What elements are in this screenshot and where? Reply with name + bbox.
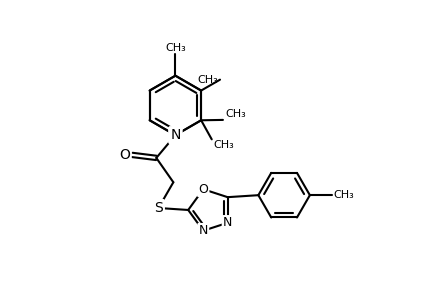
Text: CH₃: CH₃ (165, 43, 186, 53)
Text: CH₃: CH₃ (225, 109, 246, 119)
Text: S: S (154, 201, 163, 215)
Text: N: N (223, 216, 232, 229)
Text: O: O (198, 183, 208, 196)
Text: CH₃: CH₃ (214, 140, 234, 150)
Text: CH₃: CH₃ (197, 75, 218, 85)
Text: CH₃: CH₃ (334, 190, 354, 200)
Text: N: N (198, 224, 208, 237)
Text: O: O (120, 148, 131, 162)
Text: N: N (170, 128, 180, 142)
